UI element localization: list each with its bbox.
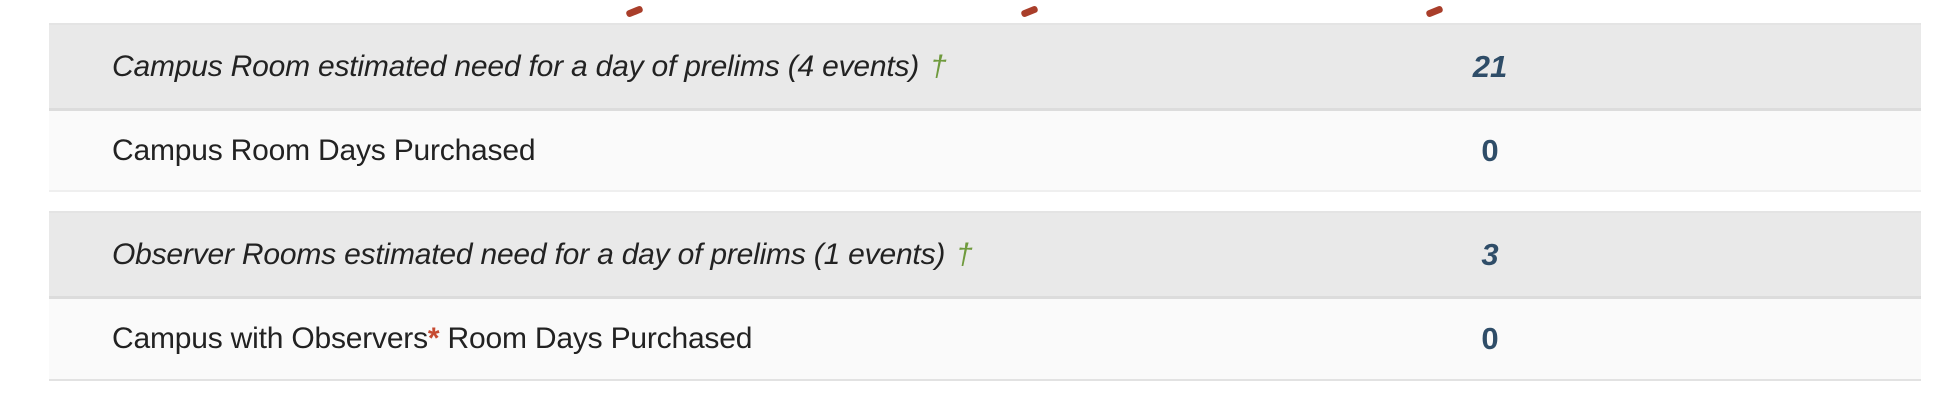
estimate-label-text: Observer Rooms estimated need for a day …	[112, 237, 946, 271]
dagger-icon: †	[930, 49, 947, 83]
row-label: Campus Room estimated need for a day of …	[49, 50, 1059, 84]
purchased-label-suffix: Room Days Purchased	[439, 322, 753, 355]
cropped-red-text-fragment	[625, 5, 644, 18]
table-row-campus-room-days-purchased: Campus Room Days Purchased 0	[49, 111, 1921, 192]
required-asterisk: *	[427, 322, 440, 355]
row-value: 0	[1481, 132, 1499, 168]
table-row-observer-rooms-estimate: Observer Rooms estimated need for a day …	[49, 211, 1921, 299]
dagger-icon: †	[956, 237, 973, 271]
purchased-label-text: Campus with Observers	[112, 322, 428, 355]
cropped-red-text-fragment	[1425, 5, 1444, 18]
purchased-label-text: Campus Room Days Purchased	[112, 133, 536, 167]
row-value: 0	[1481, 321, 1499, 356]
estimate-label-text: Campus Room estimated need for a day of …	[112, 49, 920, 83]
table-row-campus-room-estimate: Campus Room estimated need for a day of …	[49, 23, 1921, 111]
row-value: 3	[1481, 236, 1499, 272]
cropped-red-text-fragment	[1020, 5, 1039, 18]
cropped-row-above	[0, 0, 1960, 23]
group-gap	[49, 192, 1921, 211]
row-value: 21	[1472, 48, 1508, 84]
room-summary-table: Campus Room estimated need for a day of …	[49, 23, 1921, 381]
row-label: Campus with Observers* Room Days Purchas…	[49, 322, 1059, 356]
table-row-campus-with-observers-days-purchased: Campus with Observers* Room Days Purchas…	[49, 299, 1921, 381]
row-label: Campus Room Days Purchased	[49, 134, 1059, 168]
row-label: Observer Rooms estimated need for a day …	[49, 238, 1059, 272]
